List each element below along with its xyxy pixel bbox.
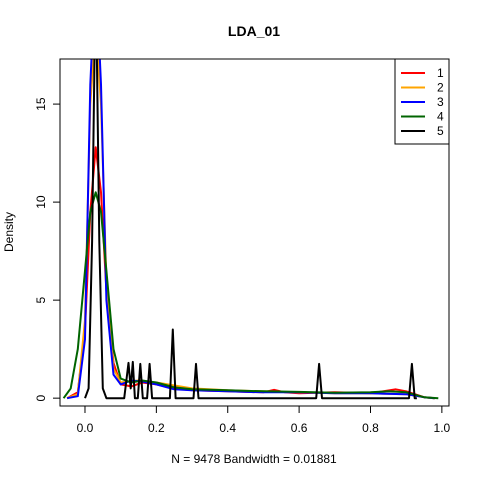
x-tick-label: 0.8	[362, 421, 379, 435]
x-axis: 0.0 0.2 0.4 0.6 0.8 1.0	[77, 405, 451, 435]
series-line-3	[66, 59, 435, 400]
x-tick-label: 0.6	[291, 421, 308, 435]
legend-label: 4	[437, 110, 444, 124]
series-line-4	[62, 191, 439, 400]
x-tick-label: 0.4	[219, 421, 236, 435]
x-tick-label: 0.2	[148, 421, 165, 435]
legend-label: 2	[437, 81, 444, 95]
legend-label: 5	[437, 124, 444, 138]
x-tick-label: 0.0	[77, 421, 94, 435]
x-tick-label: 1.0	[434, 421, 451, 435]
legend-label: 1	[437, 66, 444, 80]
y-tick-label: 10	[34, 195, 48, 209]
chart-title: LDA_01	[228, 23, 280, 39]
legend-label: 3	[437, 95, 444, 109]
series-lines	[62, 59, 439, 400]
x-axis-label: N = 9478 Bandwidth = 0.01881	[171, 452, 337, 466]
plot-frame	[59, 58, 450, 407]
series-line-2	[66, 59, 435, 400]
y-tick-label: 15	[34, 97, 48, 111]
y-tick-label: 0	[34, 395, 48, 402]
series-line-1	[66, 146, 435, 400]
series-line-5	[84, 59, 417, 400]
y-tick-label: 5	[34, 296, 48, 303]
y-axis: 0 5 10 15	[34, 97, 61, 402]
y-axis-label: Density	[2, 212, 16, 252]
